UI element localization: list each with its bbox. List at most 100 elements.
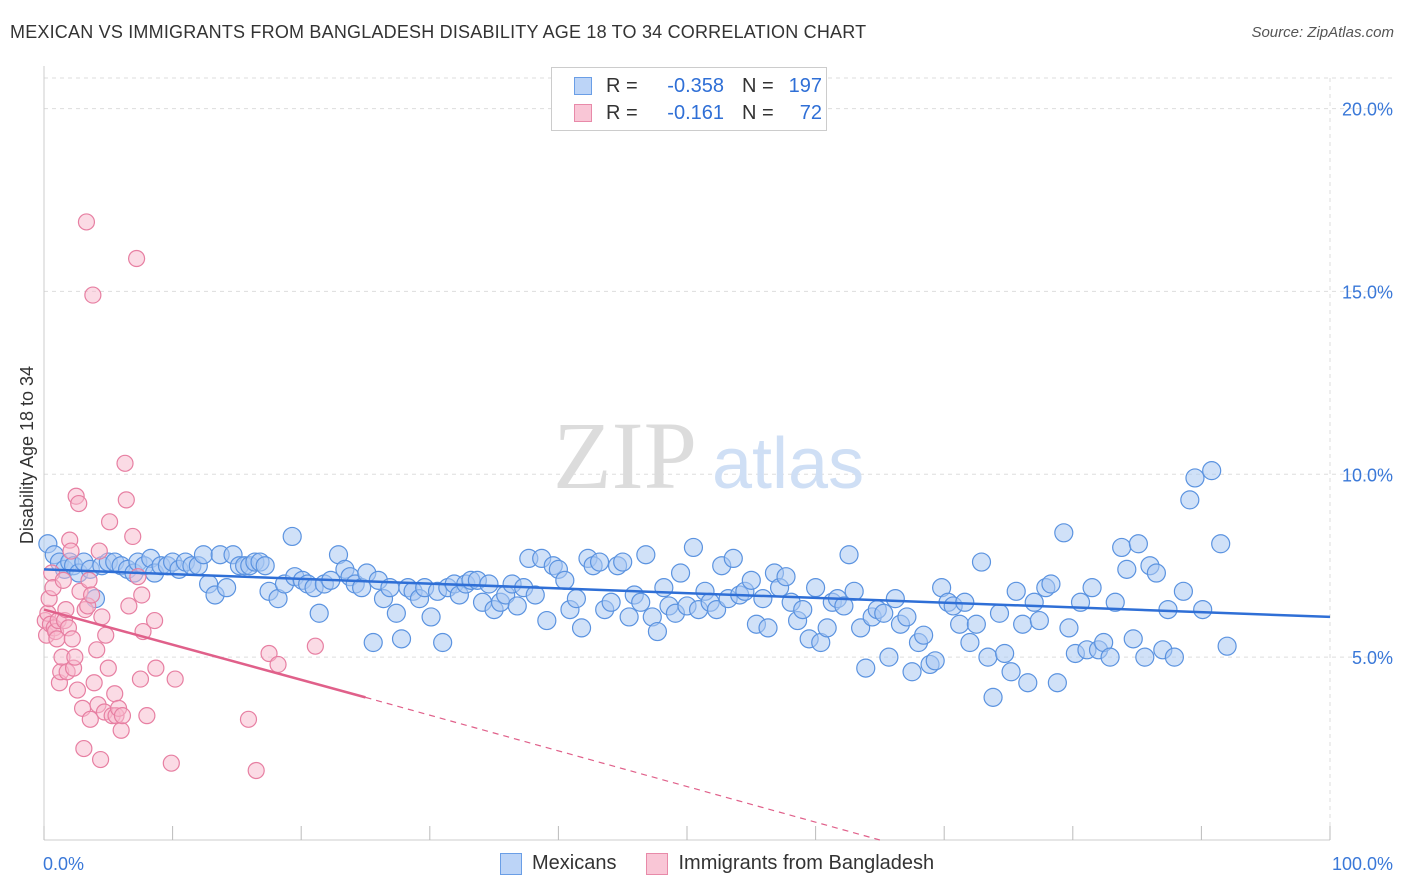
data-point-bangladesh <box>66 648 84 666</box>
x-tick-label: 0.0% <box>43 854 84 874</box>
data-point-mexicans <box>1146 563 1166 583</box>
data-point-mexicans <box>282 526 302 547</box>
data-point-mexicans <box>879 647 899 667</box>
data-point-mexicans <box>571 618 592 638</box>
data-point-mexicans <box>1202 461 1222 481</box>
data-point-bangladesh <box>97 626 115 644</box>
data-point-bangladesh <box>80 571 98 589</box>
data-point-bangladesh <box>113 707 132 725</box>
data-point-bangladesh <box>68 681 87 699</box>
legend-item-bangladesh[interactable]: Immigrants from Bangladesh <box>646 852 934 875</box>
y-axis-label: Disability Age 18 to 34 <box>17 366 37 544</box>
data-point-mexicans <box>966 614 986 634</box>
data-point-mexicans <box>601 592 621 612</box>
data-point-mexicans <box>1054 523 1074 543</box>
y-tick-label: 10.0% <box>1342 465 1393 485</box>
data-point-mexicans <box>309 603 329 623</box>
watermark-zip: ZIP <box>553 402 697 509</box>
data-point-bangladesh <box>120 597 138 615</box>
data-point-mexicans <box>647 621 668 642</box>
r-label: R = <box>606 74 638 97</box>
data-point-mexicans <box>1135 647 1155 667</box>
data-point-mexicans <box>217 578 237 598</box>
legend-item-mexicans[interactable]: Mexicans <box>500 852 616 875</box>
data-point-bangladesh <box>54 571 72 589</box>
y-tick-label: 20.0% <box>1342 100 1393 120</box>
n-label: N = <box>742 101 774 124</box>
data-point-mexicans <box>1211 534 1231 554</box>
data-point-mexicans <box>925 651 945 671</box>
data-point-bangladesh <box>133 586 151 604</box>
x-tick-label: 100.0% <box>1332 854 1393 874</box>
data-point-mexicans <box>950 614 970 634</box>
data-point-mexicans <box>670 563 691 583</box>
stats-row-mexicans: R = -0.358 N = 197 <box>574 74 822 98</box>
data-point-mexicans <box>1117 559 1137 579</box>
data-point-mexicans <box>1164 647 1184 667</box>
data-point-mexicans <box>683 537 704 558</box>
stats-legend: R = -0.358 N = 197 R = -0.161 N = 72 <box>551 67 827 131</box>
data-point-mexicans <box>555 570 575 590</box>
legend-label: Immigrants from Bangladesh <box>678 852 935 874</box>
data-point-mexicans <box>525 585 545 605</box>
data-point-mexicans <box>989 603 1010 623</box>
data-point-mexicans <box>753 589 773 609</box>
data-point-mexicans <box>537 610 557 631</box>
blue-swatch-icon <box>574 77 592 95</box>
data-point-mexicans <box>507 596 527 616</box>
series-legend: Mexicans Immigrants from Bangladesh <box>500 852 964 875</box>
data-point-mexicans <box>856 658 876 678</box>
data-point-mexicans <box>885 589 905 609</box>
data-point-mexicans <box>1041 574 1061 594</box>
data-point-bangladesh <box>124 527 142 546</box>
trend-line-mexicans <box>43 568 1331 619</box>
blue-swatch-icon <box>500 852 522 875</box>
data-point-mexicans <box>902 662 922 682</box>
data-point-mexicans <box>1001 662 1021 682</box>
data-point-mexicans <box>631 592 651 612</box>
data-point-bangladesh <box>81 710 99 728</box>
data-point-mexicans <box>793 599 813 620</box>
data-point-mexicans <box>834 596 854 616</box>
data-point-mexicans <box>1029 610 1049 631</box>
data-point-mexicans <box>978 647 998 667</box>
data-point-bangladesh <box>127 249 146 268</box>
data-point-mexicans <box>613 552 633 572</box>
data-point-mexicans <box>433 632 453 653</box>
n-value: 197 <box>788 74 822 97</box>
chart-title: MEXICAN VS IMMIGRANTS FROM BANGLADESH DI… <box>10 22 867 42</box>
data-point-bangladesh <box>138 707 156 725</box>
data-point-mexicans <box>391 629 412 649</box>
data-point-bangladesh <box>84 286 102 304</box>
data-point-bangladesh <box>63 630 81 648</box>
data-point-mexicans <box>1018 673 1038 693</box>
tick-labels: 5.0% 10.0% 15.0% 20.0% 0.0% 100.0% <box>43 100 1393 874</box>
data-point-mexicans <box>776 567 796 587</box>
trend-line-bangladesh <box>43 608 366 699</box>
data-point-bangladesh <box>117 491 135 509</box>
data-point-bangladesh <box>106 685 124 703</box>
data-point-mexicans <box>1123 629 1143 649</box>
data-point-mexicans <box>1217 636 1237 656</box>
data-point-mexicans <box>363 632 383 653</box>
source-label: Source: ZipAtlas.com <box>1251 24 1394 41</box>
data-point-bangladesh <box>166 670 184 688</box>
data-point-mexicans <box>874 603 894 623</box>
data-point-mexicans <box>914 625 934 645</box>
data-point-mexicans <box>1193 599 1213 620</box>
data-point-mexicans <box>1173 581 1193 601</box>
data-point-mexicans <box>1006 581 1026 601</box>
data-point-bangladesh <box>100 513 119 531</box>
series-mexicans <box>38 461 1237 707</box>
data-point-bangladesh <box>99 659 117 677</box>
n-value: 72 <box>799 101 822 124</box>
data-point-bangladesh <box>131 670 150 688</box>
data-point-mexicans <box>589 552 610 572</box>
data-point-mexicans <box>479 574 499 594</box>
data-point-mexicans <box>566 589 587 609</box>
n-label: N = <box>742 74 774 97</box>
data-point-mexicans <box>1059 618 1079 638</box>
data-point-mexicans <box>1180 490 1200 510</box>
axes <box>43 66 1331 841</box>
pink-swatch-icon <box>574 104 592 122</box>
